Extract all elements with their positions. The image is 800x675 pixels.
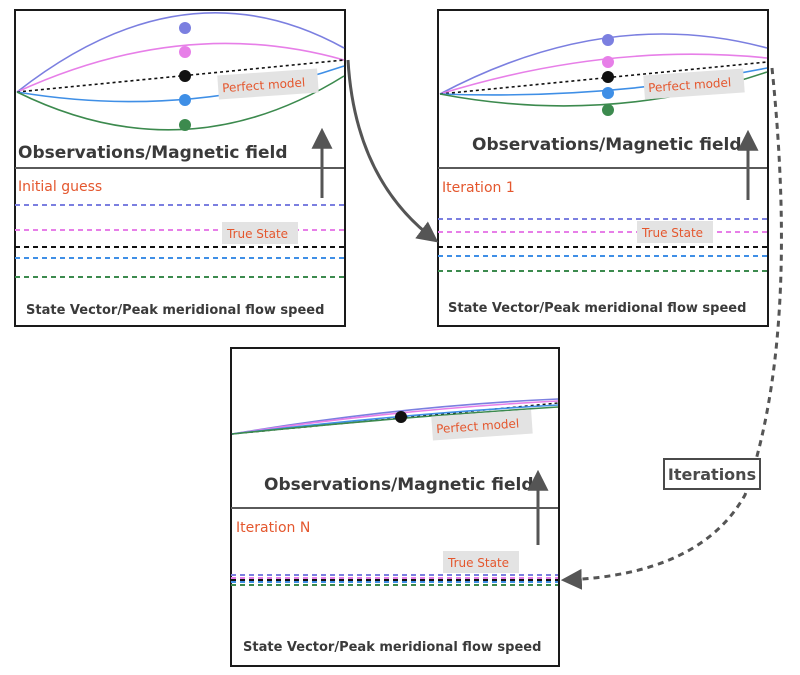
black-point — [602, 71, 614, 83]
panel-initial-guess: Perfect model Observations/Magnetic fiel… — [14, 9, 346, 327]
model-tag: Perfect model — [648, 75, 732, 95]
blue-point — [602, 87, 614, 99]
solid-connector-arrow — [346, 59, 439, 243]
model-tag: Perfect model — [222, 75, 306, 95]
true-state-tag-box — [443, 551, 519, 573]
iterations-label: Iterations — [668, 465, 756, 484]
green-point — [602, 104, 614, 116]
black-point — [179, 70, 191, 82]
green-point — [179, 119, 191, 131]
pink-curve — [16, 42, 345, 93]
panel-iteration-n: Perfect model Observations/Magnetic fiel… — [230, 347, 560, 667]
model-tag-box — [643, 68, 745, 100]
step-label: Iteration 1 — [442, 180, 515, 196]
model-tag: Perfect model — [436, 416, 520, 436]
model-tag-box — [217, 68, 319, 100]
state-vector-label: State Vector/Peak meridional flow speed — [448, 301, 746, 316]
true-state-tag-box — [222, 222, 298, 244]
purple-curve — [16, 12, 345, 93]
observations-label: Observations/Magnetic field — [472, 135, 742, 155]
purple-point — [179, 22, 191, 34]
true-state-tag: True State — [447, 556, 509, 570]
state-vector-label: State Vector/Peak meridional flow speed — [243, 640, 541, 655]
model-tag-box — [431, 409, 533, 441]
state-vector-label: State Vector/Peak meridional flow speed — [26, 303, 324, 318]
step-label: Iteration N — [236, 520, 310, 536]
observations-label: Observations/Magnetic field — [18, 143, 288, 163]
blue-point — [179, 94, 191, 106]
black-point — [395, 411, 407, 423]
pink-point — [179, 46, 191, 58]
true-state-tag: True State — [226, 227, 288, 241]
iterations-box — [663, 458, 761, 490]
step-label: Initial guess — [18, 179, 102, 195]
true-state-tag-box — [637, 221, 713, 243]
purple-point — [602, 34, 614, 46]
pink-point — [602, 56, 614, 68]
observations-label: Observations/Magnetic field — [264, 475, 534, 495]
true-state-tag: True State — [641, 226, 703, 240]
panel-iteration-1: Perfect model Observations/Magnetic fiel… — [437, 9, 769, 327]
